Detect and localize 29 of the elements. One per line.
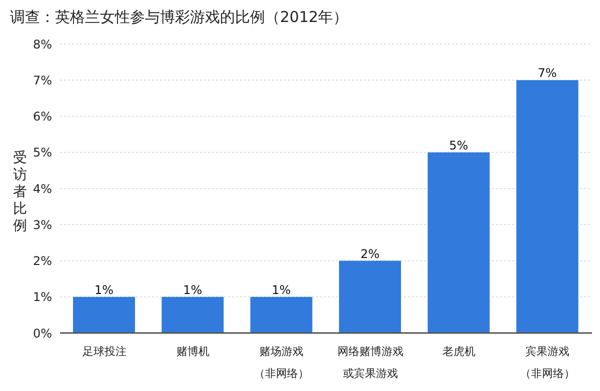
bar <box>73 296 135 333</box>
x-tick-label: 赌场游戏（非网络） <box>254 345 310 380</box>
y-tick-label: 4% <box>32 182 52 196</box>
y-tick-label: 5% <box>32 146 52 160</box>
data-label: 1% <box>272 282 291 297</box>
y-axis-title: 受访者比例 <box>12 150 28 235</box>
x-tick-label: 老虎机 <box>442 345 476 358</box>
x-tick-label: 宾果游戏（非网络） <box>520 345 576 380</box>
y-tick-label: 2% <box>32 254 52 268</box>
y-tick-label: 8% <box>32 37 52 52</box>
chart-title: 调查：英格兰女性参与博彩游戏的比例（2012年） <box>10 8 348 27</box>
y-tick-label: 1% <box>32 290 52 304</box>
data-label: 5% <box>449 138 468 152</box>
x-tick-label: 网络赌博游戏或宾果游戏 <box>337 345 404 380</box>
data-label: 7% <box>538 66 557 80</box>
bar <box>428 152 490 333</box>
bar <box>339 260 401 333</box>
data-label: 1% <box>94 282 114 297</box>
data-label: 1% <box>183 282 202 297</box>
y-tick-label: 0% <box>32 326 52 340</box>
bar <box>516 80 578 333</box>
y-tick-label: 6% <box>32 110 52 124</box>
bar <box>250 296 312 333</box>
x-tick-label: 足球投注 <box>82 345 126 358</box>
y-tick-label: 3% <box>32 218 52 232</box>
y-tick-label: 7% <box>32 73 52 88</box>
x-tick-label: 赌博机 <box>176 345 210 358</box>
data-label: 2% <box>360 246 380 261</box>
bar <box>162 296 224 333</box>
